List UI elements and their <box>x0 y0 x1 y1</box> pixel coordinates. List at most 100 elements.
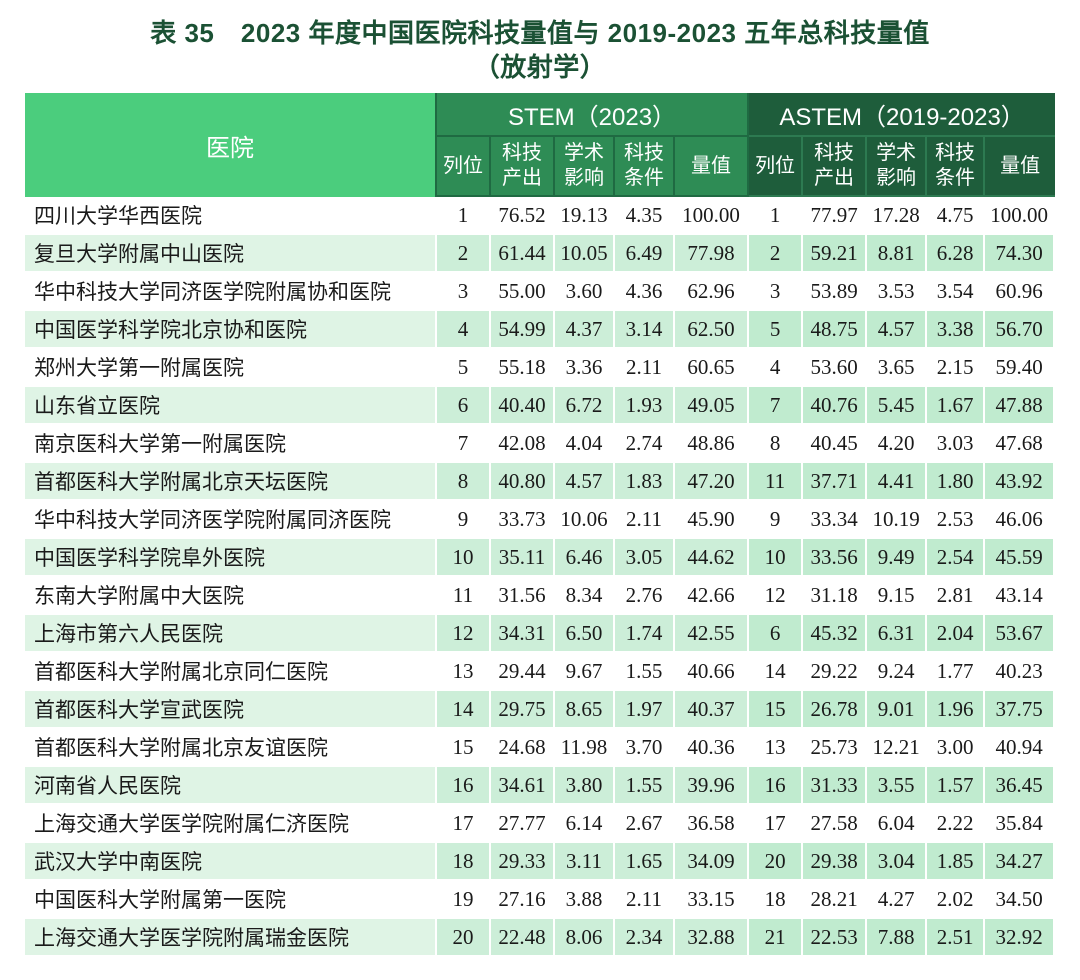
astem-rank-cell: 1 <box>749 197 804 235</box>
stem-rank-cell: 14 <box>437 691 491 729</box>
stem-value-cell: 24.68 <box>491 729 555 767</box>
table-row: 上海交通大学医学院附属仁济医院 17 27.77 6.14 2.67 36.58 17 27.… <box>25 805 1056 843</box>
stem-value-cell: 61.44 <box>491 235 555 273</box>
astem-value-cell: 4.75 <box>927 197 986 235</box>
table-row: 复旦大学附属中山医院 2 61.44 10.05 6.49 77.98 2 59.21 8.81… <box>25 235 1056 273</box>
astem-value-cell: 2.51 <box>927 919 986 957</box>
stem-value-cell: 34.31 <box>491 615 555 653</box>
stem-value-cell: 4.36 <box>615 273 675 311</box>
table-row: 华中科技大学同济医学院附属同济医院 9 33.73 10.06 2.11 45.90 9 33… <box>25 501 1056 539</box>
hospital-cell: 复旦大学附属中山医院 <box>25 235 437 273</box>
astem-value-cell: 36.45 <box>985 767 1056 805</box>
astem-value-cell: 56.70 <box>985 311 1056 349</box>
astem-value-cell: 27.58 <box>803 805 868 843</box>
astem-value-cell: 40.94 <box>985 729 1056 767</box>
astem-value-cell: 37.71 <box>803 463 868 501</box>
table-row: 上海交通大学医学院附属瑞金医院 20 22.48 8.06 2.34 32.88 21 22.… <box>25 919 1056 957</box>
astem-value-cell: 77.97 <box>803 197 868 235</box>
astem-value-cell: 28.21 <box>803 881 868 919</box>
astem-value-cell: 3.00 <box>927 729 986 767</box>
astem-value-cell: 10.19 <box>867 501 928 539</box>
stem-value-cell: 29.33 <box>491 843 555 881</box>
stem-value-cell: 77.98 <box>675 235 750 273</box>
stem-rank-cell: 18 <box>437 843 491 881</box>
astem-rank-cell: 12 <box>749 577 804 615</box>
astem-value-cell: 2.53 <box>927 501 986 539</box>
astem-value-cell: 59.21 <box>803 235 868 273</box>
stem-value-cell: 3.05 <box>615 539 675 577</box>
astem-value-cell: 53.67 <box>985 615 1056 653</box>
stem-value-cell: 29.44 <box>491 653 555 691</box>
table-row: 华中科技大学同济医学院附属协和医院 3 55.00 3.60 4.36 62.96 3 53.… <box>25 273 1056 311</box>
hospital-cell: 南京医科大学第一附属医院 <box>25 425 437 463</box>
stem-value-cell: 2.34 <box>615 919 675 957</box>
astem-rank-cell: 9 <box>749 501 804 539</box>
table-row: 河南省人民医院 16 34.61 3.80 1.55 39.96 16 31.33 3.55 1.… <box>25 767 1056 805</box>
astem-value-cell: 3.53 <box>867 273 928 311</box>
hospital-cell: 郑州大学第一附属医院 <box>25 349 437 387</box>
stem-value-cell: 42.66 <box>675 577 750 615</box>
table-row: 中国医学科学院阜外医院 10 35.11 6.46 3.05 44.62 10 33.56 9.… <box>25 539 1056 577</box>
astem-value-cell: 59.40 <box>985 349 1056 387</box>
hospital-cell: 上海市第六人民医院 <box>25 615 437 653</box>
astem-rank-cell: 4 <box>749 349 804 387</box>
astem-value-cell: 1.67 <box>927 387 986 425</box>
astem-rank-cell: 21 <box>749 919 804 957</box>
hospital-cell: 首都医科大学附属北京天坛医院 <box>25 463 437 501</box>
astem-value-cell: 46.06 <box>985 501 1056 539</box>
stem-value-cell: 33.73 <box>491 501 555 539</box>
stem-value-cell: 40.40 <box>491 387 555 425</box>
stem-value-cell: 49.05 <box>675 387 750 425</box>
table-row: 郑州大学第一附属医院 5 55.18 3.36 2.11 60.65 4 53.60 3.65 2… <box>25 349 1056 387</box>
stem-rank-cell: 6 <box>437 387 491 425</box>
astem-value-cell: 45.59 <box>985 539 1056 577</box>
stem-value-cell: 62.96 <box>675 273 750 311</box>
astem-value-cell: 34.50 <box>985 881 1056 919</box>
astem-value-cell: 3.54 <box>927 273 986 311</box>
stem-value-cell: 9.67 <box>555 653 615 691</box>
astem-value-cell: 3.55 <box>867 767 928 805</box>
hospital-cell: 四川大学华西医院 <box>25 197 437 235</box>
astem-value-cell: 1.85 <box>927 843 986 881</box>
stem-value-cell: 40.66 <box>675 653 750 691</box>
astem-value-cell: 2.81 <box>927 577 986 615</box>
stem-value-cell: 6.46 <box>555 539 615 577</box>
astem-value-cell: 2.15 <box>927 349 986 387</box>
stem-value-cell: 29.75 <box>491 691 555 729</box>
hospital-cell: 上海交通大学医学院附属瑞金医院 <box>25 919 437 957</box>
stem-value-cell: 8.06 <box>555 919 615 957</box>
stem-value-cell: 1.65 <box>615 843 675 881</box>
stem-value-cell: 3.70 <box>615 729 675 767</box>
table-row: 中国医学科学院北京协和医院 4 54.99 4.37 3.14 62.50 5 48.75 4.… <box>25 311 1056 349</box>
stem-value-cell: 1.97 <box>615 691 675 729</box>
astem-value-cell: 31.18 <box>803 577 868 615</box>
astem-value-cell: 3.03 <box>927 425 986 463</box>
stem-rank-cell: 2 <box>437 235 491 273</box>
astem-value-cell: 100.00 <box>985 197 1056 235</box>
astem-value-cell: 45.32 <box>803 615 868 653</box>
header-astem-rank: 列位 <box>749 137 804 197</box>
stem-value-cell: 27.77 <box>491 805 555 843</box>
astem-value-cell: 17.28 <box>867 197 928 235</box>
table-row: 武汉大学中南医院 18 29.33 3.11 1.65 34.09 20 29.38 3.04 1… <box>25 843 1056 881</box>
stem-value-cell: 3.60 <box>555 273 615 311</box>
astem-rank-cell: 14 <box>749 653 804 691</box>
stem-value-cell: 33.15 <box>675 881 750 919</box>
astem-rank-cell: 11 <box>749 463 804 501</box>
table-row: 首都医科大学附属北京天坛医院 8 40.80 4.57 1.83 47.20 11 37.71… <box>25 463 1056 501</box>
astem-value-cell: 33.34 <box>803 501 868 539</box>
astem-value-cell: 6.04 <box>867 805 928 843</box>
stem-value-cell: 6.49 <box>615 235 675 273</box>
stem-value-cell: 40.37 <box>675 691 750 729</box>
header-sub-row: 列位 科技 产出 学术 影响 科技 条件 量值 列位 科技 产出 学术 影响 科… <box>25 137 1056 197</box>
stem-value-cell: 42.08 <box>491 425 555 463</box>
astem-value-cell: 9.01 <box>867 691 928 729</box>
header-astem-condition: 科技 条件 <box>927 137 986 197</box>
astem-value-cell: 2.04 <box>927 615 986 653</box>
stem-value-cell: 27.16 <box>491 881 555 919</box>
header-group-row: 医院 STEM（2023） ASTEM（2019-2023） <box>25 93 1056 197</box>
stem-value-cell: 2.11 <box>615 881 675 919</box>
astem-value-cell: 40.45 <box>803 425 868 463</box>
astem-value-cell: 32.92 <box>985 919 1056 957</box>
